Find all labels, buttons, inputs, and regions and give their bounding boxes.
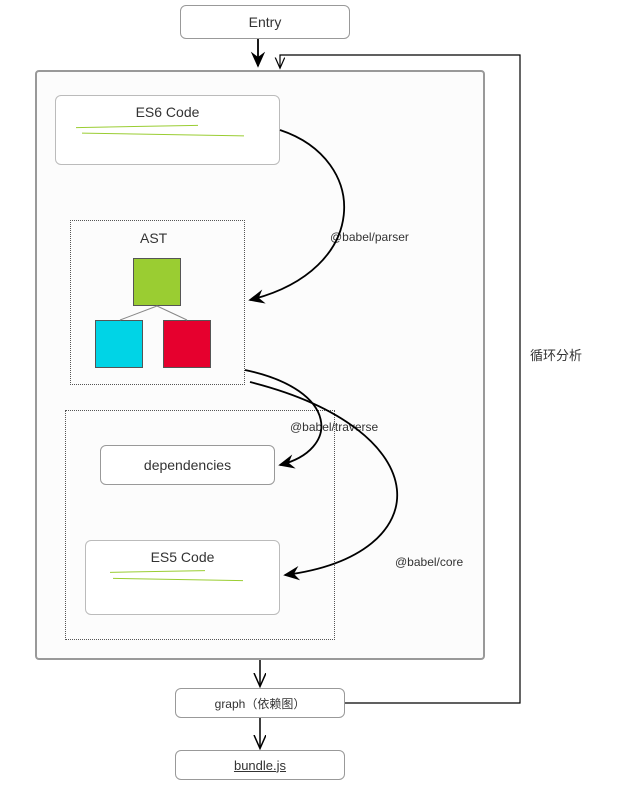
entry-node: Entry bbox=[180, 5, 350, 39]
graph-node: graph（依赖图） bbox=[175, 688, 345, 718]
es6-code-node: ES6 Code bbox=[55, 95, 280, 165]
traverse-edge-label: @babel/traverse bbox=[290, 420, 378, 434]
parser-edge-label: @babel/parser bbox=[330, 230, 409, 244]
es6-code-label: ES6 Code bbox=[66, 104, 269, 120]
es5-code-node: ES5 Code bbox=[85, 540, 280, 615]
core-edge-label: @babel/core bbox=[395, 555, 463, 569]
graph-label: graph（依赖图） bbox=[215, 695, 306, 712]
loop-edge-label: 循环分析 bbox=[530, 345, 582, 364]
ast-right-block bbox=[163, 320, 211, 368]
ast-label: AST bbox=[140, 230, 167, 246]
es5-code-label: ES5 Code bbox=[96, 549, 269, 565]
bundle-label: bundle.js bbox=[234, 758, 286, 773]
ast-root-block bbox=[133, 258, 181, 306]
code-line-icon bbox=[82, 133, 244, 139]
dependencies-node: dependencies bbox=[100, 445, 275, 485]
entry-label: Entry bbox=[249, 14, 282, 30]
ast-left-block bbox=[95, 320, 143, 368]
code-line-icon bbox=[76, 125, 198, 130]
bundle-node: bundle.js bbox=[175, 750, 345, 780]
dependencies-label: dependencies bbox=[144, 457, 231, 473]
code-line-icon bbox=[113, 578, 243, 583]
code-line-icon bbox=[110, 570, 205, 575]
